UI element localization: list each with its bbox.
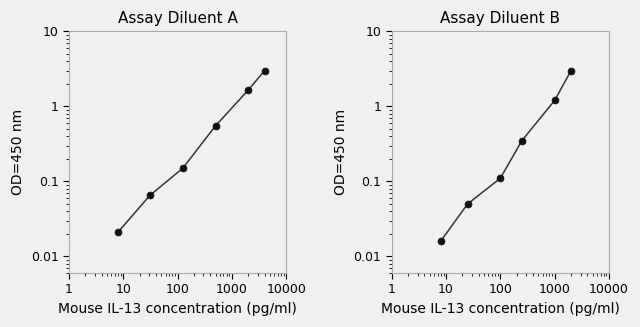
X-axis label: Mouse IL-13 concentration (pg/ml): Mouse IL-13 concentration (pg/ml) (58, 302, 297, 316)
Title: Assay Diluent A: Assay Diluent A (118, 11, 237, 26)
Title: Assay Diluent B: Assay Diluent B (440, 11, 561, 26)
X-axis label: Mouse IL-13 concentration (pg/ml): Mouse IL-13 concentration (pg/ml) (381, 302, 620, 316)
Y-axis label: OD=450 nm: OD=450 nm (11, 109, 25, 195)
Y-axis label: OD=450 nm: OD=450 nm (334, 109, 348, 195)
